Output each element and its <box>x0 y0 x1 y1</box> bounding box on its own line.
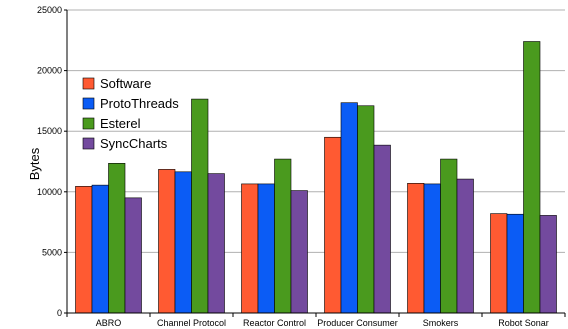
bar-software-channel-protocol <box>158 169 176 314</box>
legend-swatch-esterel <box>82 117 95 130</box>
bar-protothreads-producer-consumer <box>340 102 358 314</box>
bar-esterel-reactor-control <box>274 158 292 314</box>
bar-software-producer-consumer <box>324 136 342 314</box>
bar-software-abro <box>75 186 93 314</box>
legend-label-synccharts: SyncCharts <box>100 136 168 151</box>
bar-software-reactor-control <box>241 183 259 314</box>
bar-esterel-channel-protocol <box>191 98 209 314</box>
x-tick-label: Smokers <box>423 318 459 328</box>
x-tick-label: Producer Consumer <box>317 318 398 328</box>
y-tick-label: 10000 <box>37 187 62 197</box>
y-tick-label: 5000 <box>42 247 62 257</box>
legend-label-protothreads: ProtoThreads <box>100 96 179 111</box>
x-tick-label: ABRO <box>96 318 122 328</box>
legend-label-software: Software <box>100 76 151 91</box>
y-tick-label: 0 <box>57 308 62 318</box>
bar-esterel-robot-sonar <box>523 41 541 314</box>
bar-esterel-abro <box>108 163 126 314</box>
x-tick-label: Reactor Control <box>243 318 306 328</box>
bar-synccharts-robot-sonar <box>539 215 557 314</box>
legend-swatch-protothreads <box>82 97 95 110</box>
bar-protothreads-robot-sonar <box>506 213 524 314</box>
legend-swatch-software <box>82 77 95 90</box>
x-axis-ticks: ABRO Channel Protocol Reactor Control Produ… <box>66 313 566 328</box>
bar-protothreads-abro <box>91 184 109 314</box>
bar-protothreads-channel-protocol <box>174 171 192 314</box>
legend: Software ProtoThreads Esterel SyncCharts <box>82 76 179 151</box>
bar-software-smokers <box>407 183 425 314</box>
bar-synccharts-smokers <box>456 178 474 314</box>
bar-synccharts-producer-consumer <box>373 144 391 314</box>
bar-synccharts-channel-protocol <box>207 173 225 314</box>
legend-swatch-synccharts <box>82 137 95 150</box>
bar-synccharts-abro <box>124 197 142 314</box>
bar-software-robot-sonar <box>490 213 508 314</box>
x-tick-label: Robot Sonar <box>498 318 549 328</box>
bars <box>75 41 557 314</box>
y-tick-label: 25000 <box>37 5 62 15</box>
x-tick-label: Channel Protocol <box>157 318 226 328</box>
bar-esterel-smokers <box>440 158 458 314</box>
bar-protothreads-smokers <box>423 183 441 314</box>
y-tick-label: 15000 <box>37 126 62 136</box>
bar-synccharts-reactor-control <box>290 190 308 314</box>
y-axis-label: Bytes <box>27 147 42 180</box>
bar-esterel-producer-consumer <box>357 105 375 314</box>
gridlines <box>67 9 565 253</box>
bar-protothreads-reactor-control <box>257 183 275 314</box>
y-tick-label: 20000 <box>37 66 62 76</box>
legend-label-esterel: Esterel <box>100 116 141 131</box>
